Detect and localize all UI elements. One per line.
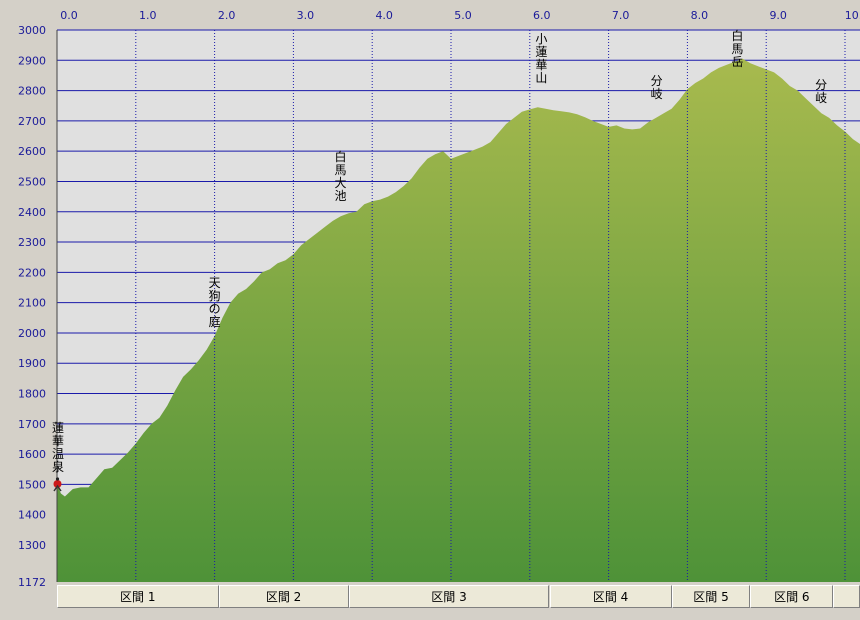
section-button[interactable]: 区間 6 [750, 585, 834, 608]
y-tick-label: 1700 [18, 418, 46, 431]
x-tick-label: 7.0 [612, 9, 630, 22]
x-tick-label: 5.0 [454, 9, 472, 22]
place-label: 分岐 [815, 78, 827, 105]
x-tick-label: 9.0 [769, 9, 787, 22]
place-label: 蓮華温泉 [52, 421, 64, 474]
y-tick-label: 2800 [18, 85, 46, 98]
place-label: 分岐 [651, 74, 663, 101]
y-tick-label: 1600 [18, 448, 46, 461]
x-tick-label: 8.0 [691, 9, 709, 22]
section-button[interactable] [833, 585, 860, 608]
y-tick-label: 2900 [18, 54, 46, 67]
place-label: 白馬大池 [335, 149, 347, 203]
y-tick-label: 2600 [18, 145, 46, 158]
section-button[interactable]: 区間 2 [218, 585, 349, 608]
place-label: 白馬岳 [731, 28, 743, 69]
place-label: 小蓮華山 [535, 32, 547, 85]
section-button[interactable]: 区間 4 [549, 585, 672, 608]
y-tick-label: 2700 [18, 115, 46, 128]
hiker-icon [53, 477, 62, 492]
y-tick-label: 3000 [18, 24, 46, 37]
section-button[interactable]: 区間 3 [348, 585, 550, 608]
y-tick-label: 1300 [18, 539, 46, 552]
x-tick-label: 6.0 [533, 9, 551, 22]
x-tick-labels: 0.0 1.0 2.0 3.0 4.0 5.0 6.0 7.0 8.0 9.0 10.0 [60, 9, 860, 22]
place-labels: 蓮華温泉 天狗の庭 白馬大池 小蓮華山分岐 白馬岳分岐 [52, 28, 827, 474]
section-button[interactable]: 区間 1 [57, 585, 219, 608]
x-tick-label: 3.0 [297, 9, 315, 22]
x-tick-label: 2.0 [218, 9, 236, 22]
section-bar: 区間 1 区間 2 区間 3 区間 4 区間 5 区間 6 [57, 585, 860, 610]
y-tick-label: 2500 [18, 175, 46, 188]
vertical-gridlines [56, 30, 846, 582]
y-tick-labels: 3000 2900 2800 2700 2600 2500 2400 2300 2200 2100… [18, 24, 46, 589]
y-tick-label: 2200 [18, 266, 46, 279]
y-tick-label: 2400 [18, 206, 46, 219]
x-tick-label: 4.0 [375, 9, 393, 22]
place-label: 天狗の庭 [209, 276, 221, 329]
y-tick-label: 1500 [18, 478, 46, 491]
y-tick-label: 1900 [18, 357, 46, 370]
y-tick-label: 2100 [18, 297, 46, 310]
section-button[interactable]: 区間 5 [671, 585, 751, 608]
x-tick-label: 1.0 [139, 9, 157, 22]
x-tick-label: 10.0 [845, 9, 860, 22]
y-tick-label: 1400 [18, 509, 46, 522]
elevation-area [57, 58, 860, 582]
y-tick-label: 2000 [18, 327, 46, 340]
x-tick-label: 0.0 [60, 9, 78, 22]
y-tick-label: 2300 [18, 236, 46, 249]
y-tick-label: 1800 [18, 388, 46, 401]
y-tick-label: 1172 [18, 576, 46, 589]
